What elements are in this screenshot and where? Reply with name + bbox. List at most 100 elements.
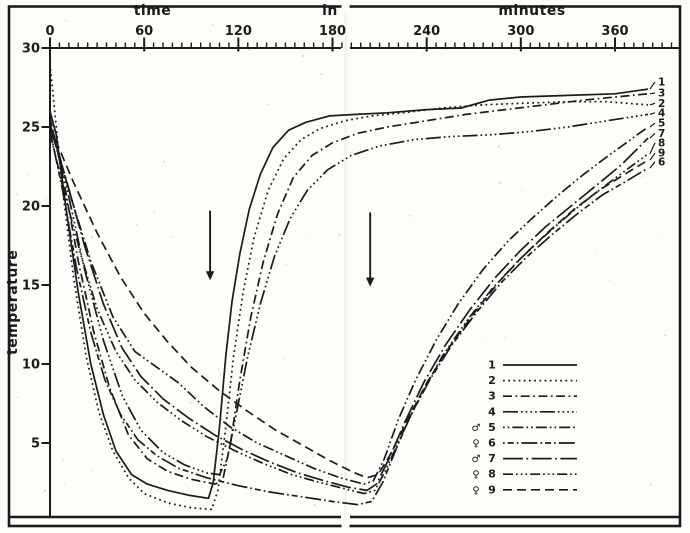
y-tick-label-25: 25: [22, 121, 40, 136]
speckle: [189, 401, 192, 404]
female-icon: ♀: [472, 470, 479, 481]
y-tick-label-5: 5: [31, 437, 40, 452]
end-label-9: 9: [658, 148, 665, 160]
speckle: [43, 489, 47, 492]
speckle: [162, 160, 166, 163]
speckle: [301, 54, 305, 57]
female-icon: ♀: [472, 485, 479, 496]
x-tick-label-0: 0: [45, 24, 54, 39]
speckle: [498, 181, 501, 185]
end-label-3: 3: [658, 88, 665, 100]
speckle: [377, 343, 380, 345]
event-arrow-head-2: [365, 277, 375, 287]
series-line-1: [49, 88, 649, 500]
speckle: [423, 53, 425, 55]
series-line-2: [49, 63, 649, 511]
speckle: [304, 460, 306, 463]
end-label-connector-5: [649, 122, 656, 128]
speckle: [521, 189, 523, 191]
speckle: [27, 175, 29, 177]
speckle: [661, 237, 664, 239]
series-line-5: [49, 120, 649, 485]
y-tick-label-15: 15: [22, 279, 40, 294]
end-label-7: 7: [658, 128, 665, 140]
speckle: [664, 334, 667, 337]
series-line-4: [49, 113, 649, 476]
speckle: [313, 503, 316, 507]
legend-label-1: 1: [488, 359, 496, 372]
female-icon: ♀: [472, 439, 479, 450]
speckle: [408, 214, 412, 217]
speckle: [83, 254, 85, 256]
x-tick-label-60: 60: [135, 24, 153, 39]
event-arrow-head-1: [205, 271, 215, 281]
speckle: [267, 103, 270, 106]
seam-gap: [341, 1, 350, 12]
end-label-8: 8: [658, 137, 665, 149]
speckle: [308, 55, 310, 57]
x-tick-label-120: 120: [225, 24, 252, 39]
speckle: [301, 202, 303, 204]
y-tick-label-30: 30: [22, 42, 40, 57]
speckle: [442, 79, 444, 81]
speckle: [381, 258, 383, 261]
series-line-7: [49, 126, 649, 492]
series-line-8: [49, 133, 649, 495]
end-label-connector-2: [649, 102, 656, 106]
speckle: [312, 455, 314, 458]
end-label-4: 4: [658, 107, 665, 119]
speckle: [62, 459, 65, 461]
speckle: [45, 198, 47, 200]
end-label-connector-6: [649, 161, 656, 169]
speckle: [285, 263, 288, 266]
legend-label-7: 7: [488, 452, 496, 465]
speckle: [338, 233, 341, 236]
speckle: [609, 279, 611, 282]
speckle: [644, 272, 646, 274]
speckle: [166, 353, 168, 355]
legend-label-8: 8: [488, 468, 496, 481]
speckle: [530, 477, 533, 480]
speckle: [484, 336, 486, 338]
speckle: [211, 24, 214, 26]
speckle: [454, 153, 456, 155]
series-line-6: [49, 130, 649, 506]
end-label-connector-7: [649, 132, 656, 139]
end-label-1: 1: [658, 76, 665, 88]
legend-label-5: 5: [488, 421, 496, 434]
speckle: [135, 223, 138, 226]
legend-label-3: 3: [488, 390, 496, 403]
speckle: [340, 473, 343, 476]
legend-label-4: 4: [488, 405, 496, 418]
x-tick-label-300: 300: [507, 24, 534, 39]
seam-gap: [341, 521, 350, 532]
speckle: [333, 42, 335, 44]
speckle: [320, 73, 323, 76]
speckle: [308, 234, 311, 236]
speckle: [153, 210, 155, 213]
speckle: [641, 175, 644, 178]
speckle: [65, 19, 67, 22]
speckle: [335, 296, 337, 298]
speckle: [15, 193, 18, 196]
speckle: [16, 396, 19, 398]
speckle: [665, 346, 667, 348]
speckle: [90, 236, 93, 239]
speckle: [90, 469, 93, 472]
speckle: [594, 250, 597, 252]
speckle: [603, 144, 604, 146]
speckle: [101, 93, 103, 95]
x-tick-label-240: 240: [413, 24, 440, 39]
legend-label-9: 9: [488, 483, 496, 496]
speckle: [650, 483, 653, 486]
speckle: [337, 35, 339, 38]
speckle: [64, 483, 66, 485]
y-tick-label-10: 10: [22, 358, 40, 373]
legend-label-2: 2: [488, 374, 496, 387]
x-tick-label-180: 180: [319, 24, 346, 39]
series-line-3: [49, 92, 649, 485]
end-label-2: 2: [658, 98, 665, 110]
speckle: [172, 236, 174, 238]
